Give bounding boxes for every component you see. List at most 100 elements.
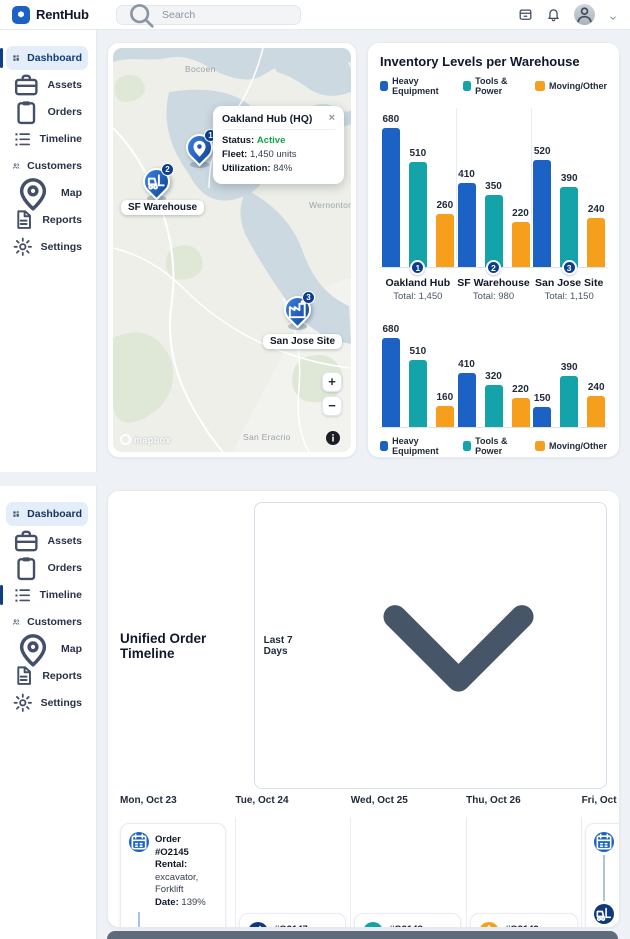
list-icon (12, 129, 33, 150)
bar-value-label: 390 (560, 362, 578, 373)
bar-value-label: 320 (485, 371, 502, 382)
total-label: Total: 1,150 (544, 291, 594, 302)
search-input[interactable] (162, 8, 292, 21)
inbox-icon[interactable] (518, 7, 533, 22)
event-text: #O2149New OrderDispatch:Roller (505, 922, 553, 927)
sidebar-item-map[interactable]: Map (6, 178, 88, 211)
close-icon[interactable]: × (328, 112, 335, 124)
total-label: Total: 980 (472, 291, 515, 302)
sidebar-item-settings[interactable]: Settings (6, 691, 88, 715)
legend-swatch (535, 81, 545, 91)
zoom-in-button[interactable]: + (322, 372, 342, 392)
sidebar-item-timeline[interactable]: Timeline (6, 127, 88, 151)
map-label-san-jose-site: San Jose Site (263, 334, 343, 349)
sidebar-item-customers[interactable]: Customers (6, 610, 88, 634)
inventory-title: Inventory Levels per Warehouse (380, 54, 580, 69)
bar-moving-other (587, 396, 606, 427)
bar-heavy-equipment (457, 183, 476, 267)
date-range-dropdown[interactable]: Last 7 Days (253, 502, 607, 790)
sidebar-item-settings[interactable]: Settings (6, 235, 88, 259)
category-label: San Jose Site (535, 277, 604, 289)
sidebar-item-customers[interactable]: Customers (6, 154, 88, 178)
group-divider (531, 108, 533, 260)
sidebar-item-assets[interactable]: Assets (6, 73, 88, 97)
sidebar-top: Dashboard Assets Orders Timeline Customers Ma… (0, 30, 97, 472)
timeline-body: Order #O2145 Rental: excavator, Forklift Da… (108, 817, 619, 927)
map-marker-sf[interactable]: 2 (137, 162, 176, 206)
event-connector (138, 912, 140, 927)
timeline-content: Unified Order Timeline Last 7 Days Mon, … (97, 486, 630, 939)
total-label: Total: 1,450 (393, 291, 443, 302)
chart-legend-bottom: Heavy Equipment Tools & Power Moving/Oth… (380, 436, 607, 456)
unified-order-timeline-panel: Unified Order Timeline Last 7 Days Mon, … (107, 490, 620, 928)
timeline-title: Unified Order Timeline (120, 630, 207, 661)
sidebar-item-label: Dashboard (27, 508, 82, 520)
clipboard-icon (12, 554, 41, 583)
sidebar-item-orders[interactable]: Orders (6, 556, 88, 580)
timeline-card-friday-orders[interactable] (585, 823, 619, 927)
timeline-card-o2147-booking[interactable]: #O2147Booking#O2145Return, Inspection (239, 913, 346, 927)
bar-heavy-equipment (381, 128, 400, 267)
sidebar-item-dashboard[interactable]: Dashboard (0, 46, 88, 70)
pin-icon (12, 628, 54, 670)
sidebar-item-label: Map (61, 187, 82, 199)
topbar-actions (518, 4, 618, 25)
map-canvas[interactable]: Bocoen Wernonton San Eracrio 1 2 (113, 48, 351, 452)
sidebar-item-label: Reports (42, 214, 82, 226)
sidebar-item-timeline[interactable]: Timeline (0, 583, 88, 607)
legend-item: Moving/Other (535, 81, 607, 91)
sidebar-item-map[interactable]: Map (6, 634, 88, 667)
map-marker-oakland[interactable]: 1 (180, 128, 219, 172)
timeline-card-order-o2145[interactable]: Order #O2145 Rental: excavator, Forklift Da… (120, 823, 226, 927)
map-marker-san-jose[interactable]: 3 (278, 290, 317, 334)
sidebar-item-assets[interactable]: Assets (6, 529, 88, 553)
bar-value-label: 220 (512, 384, 529, 395)
sidebar-item-reports[interactable]: Reports (6, 208, 88, 232)
marker-badge: 3 (302, 291, 315, 304)
bar-moving-other (511, 222, 530, 267)
bar-value-label: 350 (485, 181, 502, 192)
briefcase-icon (12, 71, 41, 100)
map-card: Bocoen Wernonton San Eracrio 1 2 (107, 42, 357, 458)
sidebar-item-label: Timeline (39, 589, 82, 601)
sidebar-item-label: Settings (40, 241, 82, 253)
legend-item: Moving/Other (535, 441, 607, 451)
status-value: Active (256, 135, 286, 146)
calendar-icon (129, 832, 149, 853)
bar-tools-power (484, 385, 503, 427)
sidebar-item-label: Orders (47, 106, 82, 118)
bar-group: 150 390 240 (531, 320, 608, 428)
bar-group: 410 320 220 (455, 320, 532, 428)
bar-moving-other (587, 218, 606, 267)
column-divider (235, 817, 236, 927)
bar-heavy-equipment (457, 373, 476, 427)
bar-value-label: 410 (458, 169, 475, 180)
sidebar-item-orders[interactable]: Orders (6, 100, 88, 124)
timeline-card-o2148-maintenance[interactable]: #O2148RentalMaintenance:Forklift 4 (354, 913, 461, 927)
event-text: Order #O2145 Rental: excavator, Forklift Da… (155, 834, 206, 908)
timeline-card-o2149-dispatch[interactable]: #O2149New OrderDispatch:Roller (470, 913, 578, 927)
category-label: Oakland Hub (385, 277, 451, 289)
timeline-event: #O2149New OrderDispatch:Roller (479, 922, 569, 927)
sidebar-item-label: Reports (42, 670, 82, 682)
doc-icon (12, 664, 35, 687)
bar-value-label: 520 (533, 146, 551, 157)
zoom-out-button[interactable]: − (322, 396, 342, 416)
popup-fleet-line: Fleet: 1,450 units (222, 149, 297, 160)
list-icon (12, 585, 33, 606)
bar-heavy-equipment (533, 160, 552, 267)
sidebar-item-label: Dashboard (27, 52, 82, 64)
bar-value-label: 240 (587, 382, 605, 393)
sidebar-item-dashboard[interactable]: Dashboard (6, 502, 88, 526)
users-icon (12, 618, 20, 626)
map-attribution: mapbox (120, 434, 171, 445)
bar-tools-power (484, 195, 503, 267)
bell-icon[interactable] (546, 7, 561, 22)
chevron-down-icon[interactable] (608, 10, 618, 20)
timeline-event: Order #O2145 Rental: excavator, Forklift Da… (129, 832, 217, 909)
search-box[interactable] (116, 3, 301, 28)
avatar[interactable] (574, 4, 595, 25)
info-icon[interactable] (326, 431, 340, 445)
popup-status-line: Status: Active (222, 135, 286, 146)
sidebar-item-reports[interactable]: Reports (6, 664, 88, 688)
